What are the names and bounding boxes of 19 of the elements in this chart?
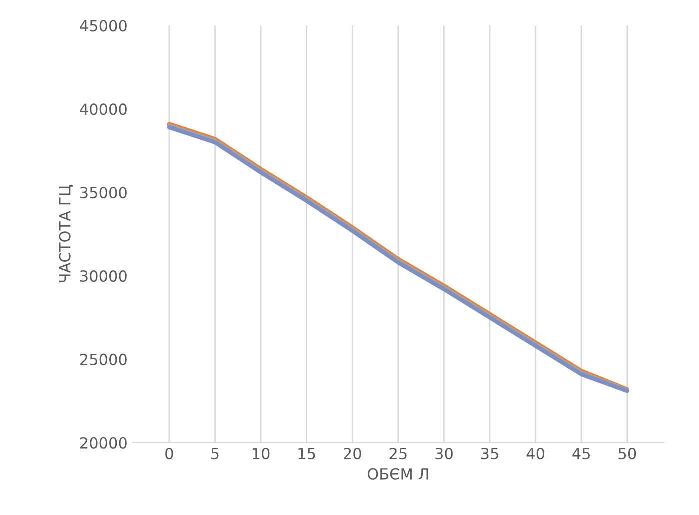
- x-tick-label: 40: [526, 448, 545, 460]
- x-tick-label: 0: [166, 448, 174, 460]
- x-tick-label: 45: [572, 448, 590, 460]
- y-axis-title: ЧАСТОТА ГЦ: [59, 186, 74, 282]
- x-tick-label: 30: [436, 448, 453, 460]
- x-tick-label: 10: [253, 448, 270, 460]
- x-tick-label: 15: [298, 448, 316, 460]
- y-tick-label: 35000: [80, 187, 127, 199]
- x-tick-label: 20: [344, 448, 362, 460]
- y-tick-label: 45000: [80, 20, 127, 32]
- y-tick-label: 40000: [80, 104, 127, 116]
- x-tick-label: 50: [618, 448, 636, 460]
- y-tick-label: 25000: [80, 354, 127, 366]
- x-axis-title: ОБЄМ Л: [368, 468, 428, 480]
- x-tick-label: 35: [481, 448, 498, 460]
- x-tick-label: 25: [390, 448, 407, 460]
- y-tick-label: 20000: [80, 437, 127, 449]
- y-tick-label: 30000: [80, 270, 127, 282]
- x-tick-label: 5: [212, 448, 219, 460]
